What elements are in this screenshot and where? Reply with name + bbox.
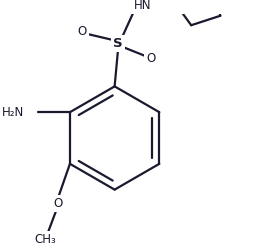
Text: O: O <box>78 25 87 38</box>
Text: HN: HN <box>134 0 151 12</box>
Text: CH₃: CH₃ <box>34 233 56 246</box>
Text: H₂N: H₂N <box>2 106 25 119</box>
Text: O: O <box>53 197 62 210</box>
Text: S: S <box>113 37 123 50</box>
Text: O: O <box>147 52 156 65</box>
